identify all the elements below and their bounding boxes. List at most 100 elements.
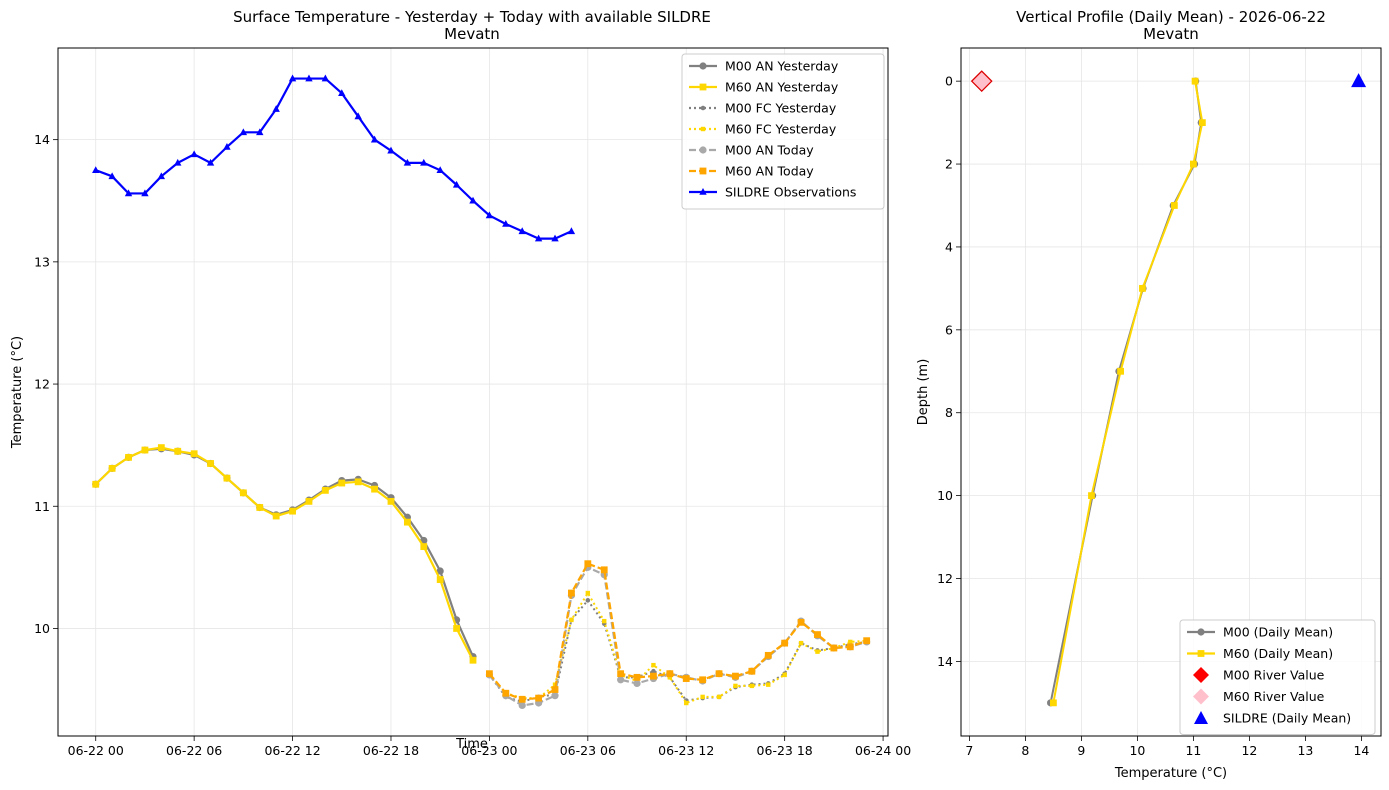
m60-daily-mean-point <box>1117 367 1124 375</box>
chart1-grid <box>58 48 888 736</box>
chart2-legend-label: SILDRE (Daily Mean) <box>1223 711 1351 726</box>
chart1-xtick-label: 06-22 18 <box>363 743 419 758</box>
series-m00-an-today <box>485 563 871 710</box>
chart1-legend-entry: M00 AN Today <box>689 143 814 158</box>
m00-an-yesterday-line <box>94 447 475 658</box>
chart2-legend: M00 (Daily Mean) M60 (Daily Mean) M00 Rive… <box>1179 619 1376 735</box>
m60-an-yesterday-point <box>387 497 395 505</box>
m60-daily-mean-point <box>1088 492 1095 500</box>
chart2-xtick-label: 9 <box>1077 743 1085 758</box>
sildre-observations-point <box>452 180 461 188</box>
sildre-observations-point <box>354 112 362 120</box>
m60-an-yesterday-point <box>190 450 198 458</box>
vertical-profile-chart: Vertical Profile (Daily Mean) - 2026-06-… <box>916 8 1382 781</box>
chart1-xlabel: Time <box>455 737 488 752</box>
m60-fc-yesterday-point <box>749 683 755 689</box>
m60-an-today-point <box>715 670 723 678</box>
chart1-xtick-label: 06-22 06 <box>166 743 222 758</box>
m00-an-today-point <box>633 679 641 688</box>
sildre-observations-point <box>108 172 116 180</box>
m60-an-today-point <box>535 694 543 702</box>
m60-an-today-point <box>830 644 838 652</box>
m60-an-today-point <box>699 676 707 684</box>
sildre-observations-point <box>190 150 198 158</box>
sildre-observations-point <box>305 74 313 82</box>
m60-daily-mean-point <box>1139 284 1146 292</box>
chart2-ylabel: Depth (m) <box>916 359 931 426</box>
m60-an-today-point <box>600 566 608 574</box>
chart1-legend-label: M00 AN Yesterday <box>725 59 839 74</box>
sildre-observations-point <box>256 128 264 136</box>
m60-an-yesterday-point <box>207 460 214 467</box>
m60-an-today-point <box>781 639 789 647</box>
m60-an-today-line <box>488 562 868 701</box>
chart2-ytick-label: 6 <box>945 322 953 337</box>
sildre-observations-point <box>387 146 395 154</box>
chart2-legend-label: M00 (Daily Mean) <box>1223 625 1333 640</box>
chart2-ytick-label: 2 <box>945 157 953 172</box>
sildre-observations-point <box>272 105 280 112</box>
chart1-xtick-label: 06-23 18 <box>757 743 813 758</box>
legend-marker-swatch <box>1197 628 1205 636</box>
series-m60-daily-mean <box>1050 77 1206 707</box>
m60-an-today-point <box>797 618 805 626</box>
chart1-xtick-label: 06-24 00 <box>855 743 911 758</box>
m60-an-today-point <box>518 695 526 703</box>
m60-daily-mean-line <box>1052 80 1204 704</box>
chart2-legend-label: M60 River Value <box>1223 689 1325 704</box>
m60-fc-yesterday-line <box>488 592 867 705</box>
chart2-legend-label: M60 (Daily Mean) <box>1223 646 1333 661</box>
m60-daily-mean-point <box>1190 160 1197 168</box>
m60-an-today-point <box>551 686 559 693</box>
chart1-legend-label: M60 AN Yesterday <box>725 80 839 95</box>
m00-an-today-point <box>551 692 559 700</box>
series-m00-an-yesterday <box>92 445 477 661</box>
m60-fc-yesterday-point <box>782 672 787 678</box>
series-sildre-observations <box>92 74 576 242</box>
legend-marker-swatch <box>1197 650 1205 657</box>
sildre-observations-point <box>124 189 133 197</box>
m60-an-yesterday-point <box>108 464 116 472</box>
chart1-title: Surface Temperature - Yesterday + Today … <box>233 8 711 26</box>
chart2-ytick-label: 10 <box>937 488 953 503</box>
chart1-xtick-label: 06-22 12 <box>264 743 320 758</box>
legend-marker-swatch <box>700 126 706 132</box>
m60-fc-yesterday-point <box>848 639 853 645</box>
m00-an-yesterday-point <box>436 567 444 575</box>
m00-an-today-point <box>617 676 625 684</box>
sildre-observations-point <box>206 158 215 166</box>
chart1-legend-label: M60 FC Yesterday <box>725 122 837 137</box>
chart1-subtitle: Mevatn <box>444 25 500 43</box>
sildre-observations-point <box>420 158 428 166</box>
m60-an-yesterday-point <box>420 543 428 550</box>
series-m60-fc-yesterday <box>487 590 869 706</box>
sildre-observations-point <box>436 166 444 174</box>
m60-an-yesterday-point <box>92 480 100 488</box>
m60-an-yesterday-point <box>256 504 264 511</box>
sildre-observations-point <box>485 211 494 219</box>
chart1-legend-label: M00 AN Today <box>725 143 814 158</box>
m60-an-yesterday-point <box>223 474 231 482</box>
m60-fc-yesterday-point <box>815 649 820 654</box>
m60-an-yesterday-point <box>289 507 296 515</box>
legend-marker-swatch <box>1194 711 1208 724</box>
m60-fc-yesterday-point <box>585 590 591 596</box>
chart2-legend-entry: M00 (Daily Mean) <box>1187 625 1333 640</box>
chart2-frame <box>960 47 1382 737</box>
chart2-ytick-label: 0 <box>945 74 953 89</box>
m60-fc-yesterday-point <box>716 694 722 700</box>
chart2-legend-entry: M60 River Value <box>1193 688 1325 705</box>
m60-daily-mean-point <box>1198 119 1206 127</box>
m00-fc-yesterday-line <box>488 599 867 703</box>
sildre-observations-point <box>223 142 231 150</box>
series-sildre-daily-mean <box>1351 73 1367 88</box>
chart1-xtick-label: 06-23 00 <box>461 743 517 758</box>
chart1-legend-entry: M00 AN Yesterday <box>689 59 839 74</box>
m60-daily-mean-point <box>1191 77 1199 85</box>
m60-fc-yesterday-point <box>700 694 705 700</box>
m00-fc-yesterday-point <box>585 598 591 603</box>
m60-an-today-point <box>863 637 871 645</box>
m60-an-today-point <box>666 670 674 678</box>
chart2-xtick-label: 7 <box>965 743 973 758</box>
